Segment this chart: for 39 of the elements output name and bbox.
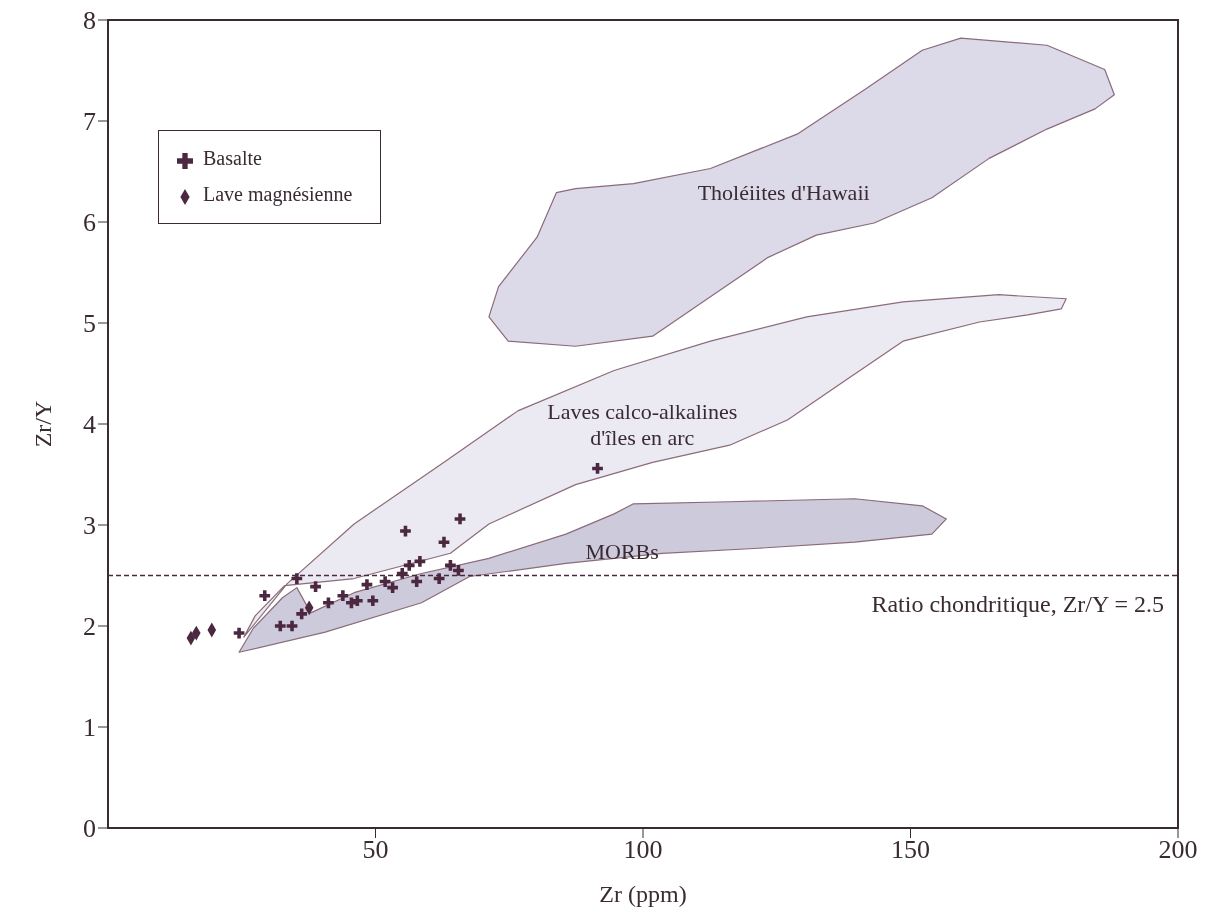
point — [233, 627, 245, 639]
y-tick-label: 0 — [83, 814, 96, 844]
point — [286, 620, 298, 632]
point — [414, 555, 426, 567]
y-tick-label: 8 — [83, 6, 96, 36]
legend-label: Basalte — [203, 147, 262, 169]
y-tick-label: 3 — [83, 511, 96, 541]
x-tick-label: 100 — [623, 835, 663, 865]
point — [403, 560, 415, 571]
point — [400, 525, 411, 537]
point — [454, 513, 466, 525]
y-tick-label: 7 — [83, 107, 96, 137]
point — [438, 536, 450, 548]
series-label: MORBs — [585, 538, 659, 564]
legend-label: Lave magnésienne — [203, 183, 353, 205]
point — [361, 579, 373, 590]
point — [291, 573, 303, 584]
point — [367, 595, 379, 607]
point — [274, 620, 286, 632]
series-label: Tholéiites d'Hawaii — [697, 180, 870, 206]
ref-line-label: Ratio chondritique, Zr/Y = 2.5 — [871, 590, 1164, 617]
point — [433, 573, 445, 584]
y-tick-label: 4 — [83, 410, 96, 440]
y-tick-label: 2 — [83, 612, 96, 642]
point — [323, 597, 334, 609]
point — [396, 568, 408, 579]
x-tick-label: 150 — [891, 835, 930, 865]
point — [337, 590, 349, 602]
point — [296, 608, 308, 620]
y-tick-label: 1 — [83, 713, 96, 743]
series-label: Laves calco-alkalines d'îles en arc — [547, 399, 738, 451]
y-tick-label: 6 — [83, 208, 96, 238]
point — [379, 576, 391, 587]
x-tick-label: 50 — [362, 835, 389, 865]
y-tick-label: 5 — [83, 309, 96, 339]
x-axis-title: Zr (ppm) — [599, 881, 687, 907]
y-axis-title: Zr/Y — [29, 400, 56, 448]
x-tick-label: 200 — [1158, 835, 1198, 865]
point — [259, 590, 271, 602]
